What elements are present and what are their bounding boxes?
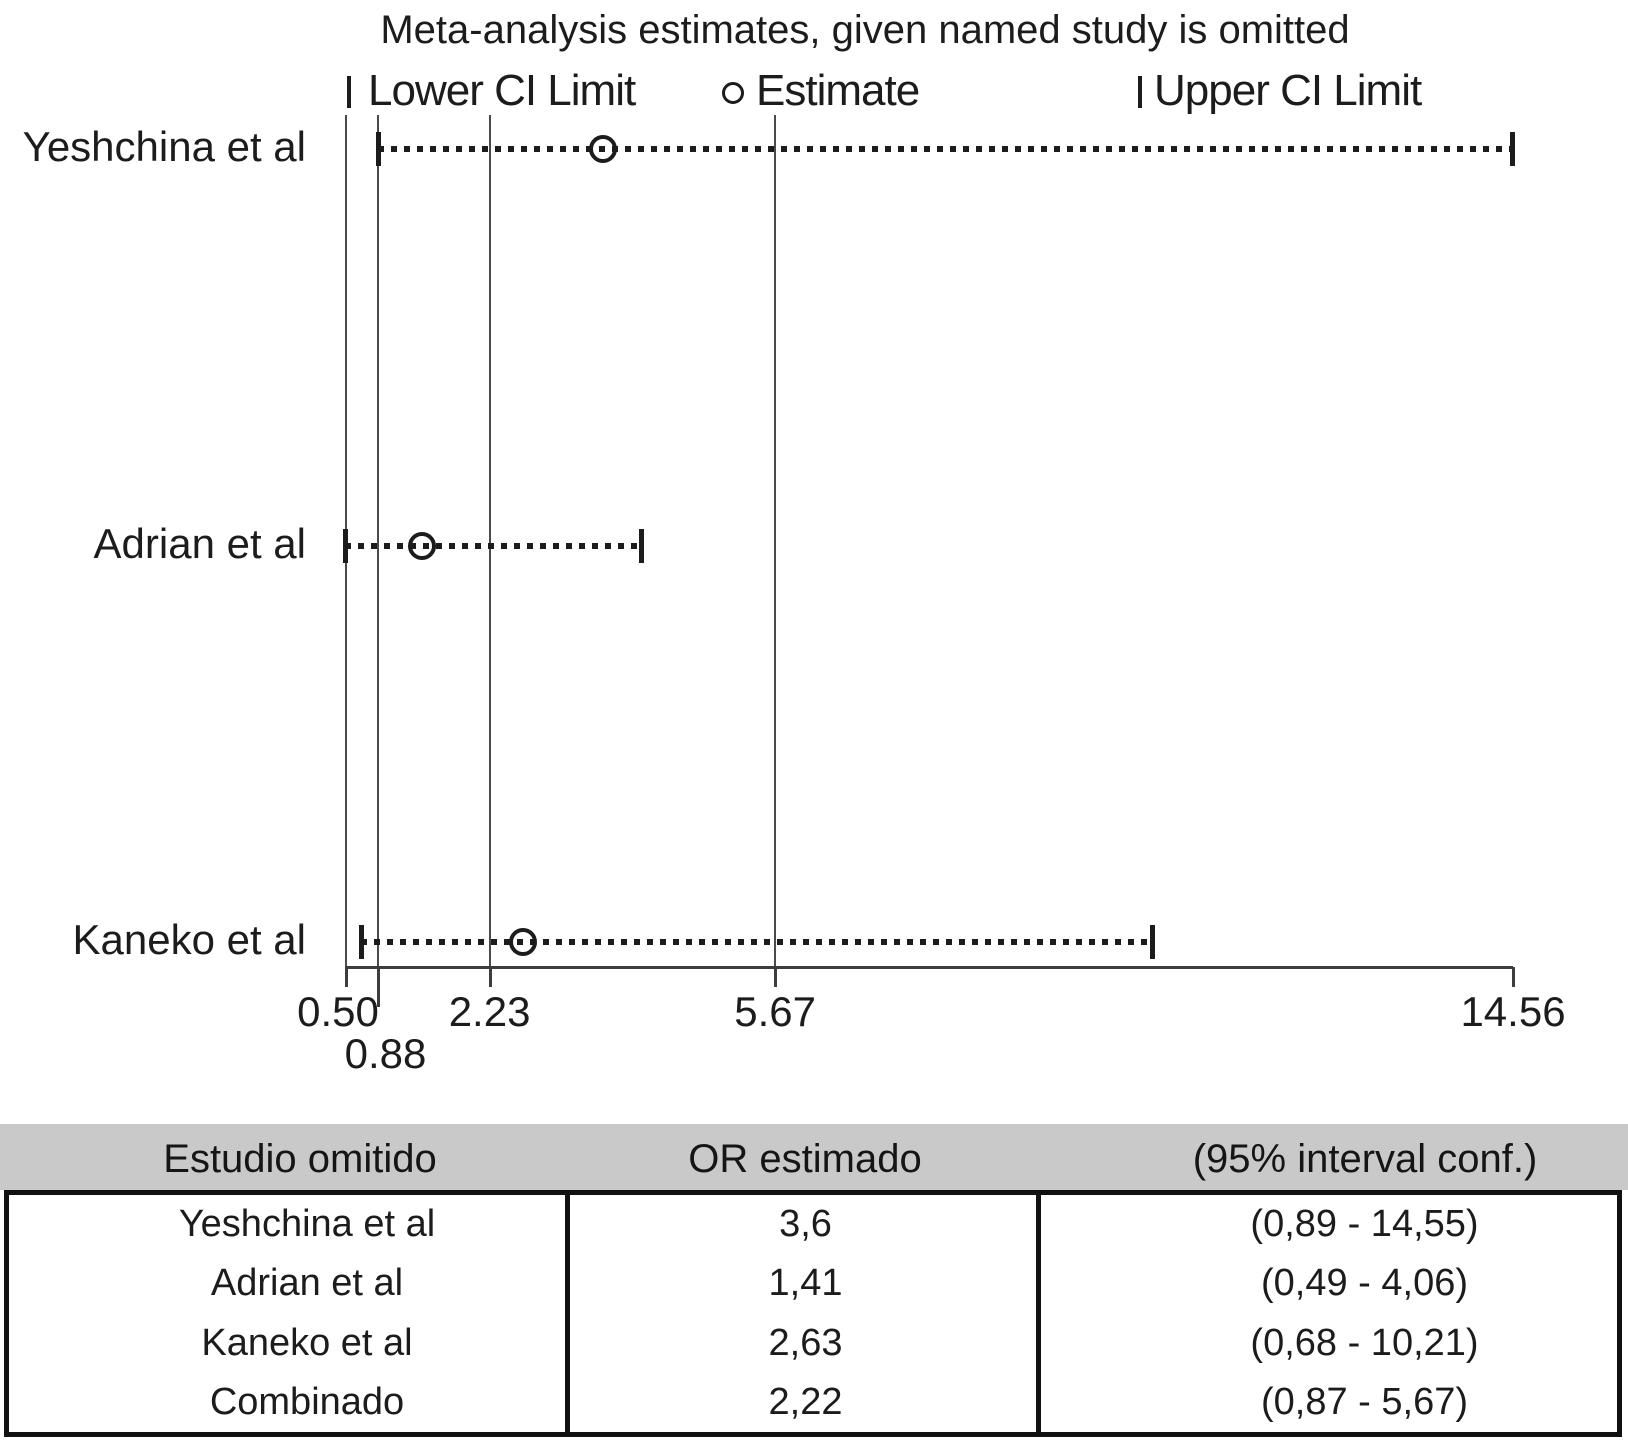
table-header-or: OR estimado bbox=[688, 1137, 922, 1181]
table-cell-or: 1,41 bbox=[768, 1262, 843, 1305]
upper-ci-bar-icon bbox=[1138, 76, 1142, 108]
x-tick-label: 5.67 bbox=[734, 988, 816, 1035]
x-axis-tick bbox=[774, 967, 778, 987]
table-body: Yeshchina et al 3,6 (0,89 - 14,55) Adrian e… bbox=[4, 1190, 1622, 1437]
table-cell-ci: (0,87 - 5,67) bbox=[1261, 1380, 1468, 1423]
upper-ci-bracket bbox=[1149, 925, 1155, 959]
lower-ci-bracket bbox=[376, 132, 382, 166]
confidence-interval-line bbox=[378, 146, 1513, 152]
x-tick-label: 14.56 bbox=[1460, 988, 1566, 1035]
lower-ci-bracket bbox=[343, 529, 349, 563]
lower-ci-bar-icon bbox=[347, 76, 351, 108]
estimate-marker bbox=[407, 532, 436, 560]
legend-label-upper-ci: Upper CI Limit bbox=[1154, 66, 1422, 115]
legend-label-lower-ci: Lower CI Limit bbox=[368, 66, 636, 115]
x-axis-tick bbox=[1512, 967, 1515, 987]
x-axis-line bbox=[346, 966, 1513, 969]
study-label: Yeshchina et al bbox=[22, 123, 306, 170]
x-tick-label: 0.50 bbox=[297, 988, 379, 1035]
table-row: Combinado 2,22 (0,87 - 5,67) bbox=[9, 1373, 1617, 1432]
table-cell-ci: (0,89 - 14,55) bbox=[1250, 1203, 1479, 1246]
lower-ci-bracket bbox=[358, 925, 364, 959]
upper-ci-bracket bbox=[1510, 132, 1516, 166]
table-column-divider-2 bbox=[1036, 1190, 1041, 1437]
table-cell-study: Yeshchina et al bbox=[178, 1203, 436, 1246]
x-axis-tick bbox=[345, 967, 348, 987]
table-header-study: Estudio omitido bbox=[163, 1137, 437, 1181]
reference-gridline bbox=[376, 115, 379, 967]
table-row: Adrian et al 1,41 (0,49 - 4,06) bbox=[9, 1254, 1617, 1313]
table-row: Kaneko et al 2,63 (0,68 - 10,21) bbox=[9, 1314, 1617, 1373]
legend-label-estimate: Estimate bbox=[756, 66, 920, 115]
reference-gridline bbox=[488, 115, 491, 967]
table-cell-study: Adrian et al bbox=[210, 1262, 404, 1305]
table-cell-ci: (0,49 - 4,06) bbox=[1261, 1262, 1468, 1305]
table-column-divider-1 bbox=[565, 1190, 570, 1437]
confidence-interval-line bbox=[345, 543, 642, 549]
table-header-ci: (95% interval conf.) bbox=[1192, 1137, 1538, 1181]
table-cell-ci: (0,68 - 10,21) bbox=[1250, 1321, 1479, 1364]
estimate-marker bbox=[508, 928, 537, 956]
table-header-band: Estudio omitido OR estimado (95% interva… bbox=[0, 1124, 1628, 1190]
x-axis-tick bbox=[488, 967, 492, 987]
table-cell-or: 3,6 bbox=[779, 1203, 832, 1246]
table-row: Yeshchina et al 3,6 (0,89 - 14,55) bbox=[9, 1195, 1617, 1254]
x-tick-label: 2.23 bbox=[448, 988, 531, 1035]
reference-gridline bbox=[774, 115, 777, 967]
table-cell-or: 2,63 bbox=[768, 1321, 843, 1364]
estimate-circle-icon bbox=[722, 82, 744, 104]
chart-title: Meta-analysis estimates, given named stu… bbox=[380, 8, 1350, 52]
table-cell-study: Kaneko et al bbox=[201, 1321, 413, 1364]
upper-ci-bracket bbox=[639, 529, 645, 563]
x-tick-label: 0.88 bbox=[344, 1030, 427, 1077]
study-label: Kaneko et al bbox=[72, 916, 306, 963]
table-cell-study: Combinado bbox=[209, 1380, 405, 1423]
study-label: Adrian et al bbox=[93, 520, 306, 567]
confidence-interval-line bbox=[360, 939, 1152, 945]
estimate-marker bbox=[589, 135, 618, 163]
x-axis-tick bbox=[376, 967, 380, 1007]
table-cell-or: 2,22 bbox=[768, 1380, 843, 1423]
